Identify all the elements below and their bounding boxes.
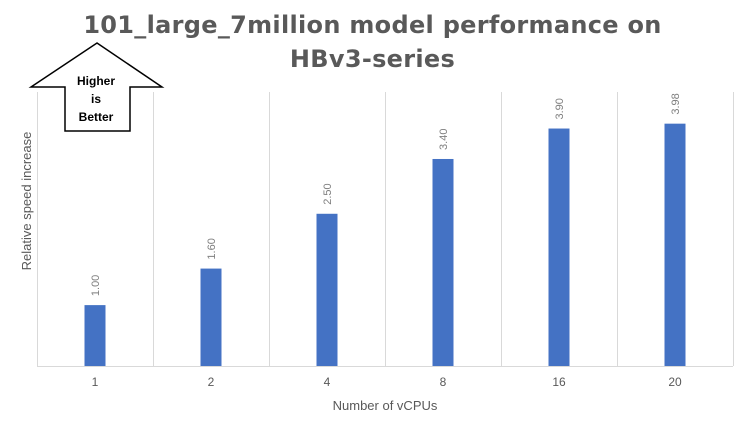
data-label-8: 3.40	[438, 129, 450, 150]
data-label-2: 1.60	[206, 238, 218, 259]
callout-line3: Better	[79, 110, 114, 124]
x-tick-20: 20	[668, 375, 682, 389]
x-tick-labels: 1 2 4 8 16 20	[92, 375, 682, 389]
up-arrow-shape	[28, 42, 165, 132]
bar-8	[432, 158, 454, 366]
callout-line1: Higher	[77, 74, 115, 88]
y-axis-title: Relative speed increase	[19, 132, 34, 271]
x-tick-4: 4	[324, 375, 331, 389]
x-tick-2: 2	[208, 375, 215, 389]
bar-series	[84, 123, 686, 366]
data-label-16: 3.90	[554, 98, 566, 119]
callout-line2: is	[91, 92, 101, 106]
data-label-1: 1.00	[90, 275, 102, 296]
bar-1	[84, 305, 106, 366]
chart-title-line1: 101_large_7million model performance on	[83, 11, 662, 39]
bar-2	[200, 268, 222, 366]
gridlines	[37, 92, 734, 367]
data-label-4: 2.50	[322, 183, 334, 204]
x-tick-1: 1	[92, 375, 99, 389]
data-labels: 1.00 1.60 2.50 3.40 3.90 3.98	[90, 93, 682, 296]
chart-title: 101_large_7million model performance on …	[0, 8, 745, 76]
x-axis-title: Number of vCPUs	[333, 398, 438, 413]
bar-20	[664, 123, 686, 366]
chart-title-line2: HBv3-series	[289, 45, 456, 73]
bar-16	[548, 128, 570, 366]
x-tick-16: 16	[552, 375, 566, 389]
data-label-20: 3.98	[670, 93, 682, 114]
x-tick-8: 8	[440, 375, 447, 389]
bar-4	[316, 213, 338, 366]
higher-is-better-callout: Higher is Better	[28, 42, 165, 132]
